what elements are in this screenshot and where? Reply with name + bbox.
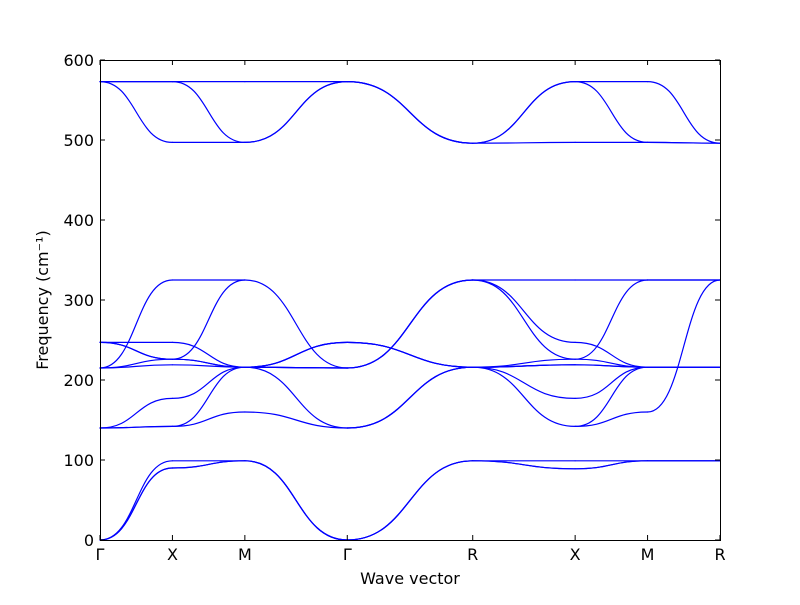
dispersion-band	[346, 366, 474, 429]
dispersion-band	[472, 141, 576, 144]
dispersion-band	[99, 397, 173, 429]
y-tick-label: 300	[63, 291, 94, 310]
plot-frame	[100, 60, 721, 541]
dispersion-band	[244, 366, 348, 429]
dispersion-band	[99, 279, 173, 369]
dispersion-band	[171, 358, 246, 368]
dispersion-band	[99, 467, 173, 541]
y-tick-label: 400	[63, 211, 94, 230]
dispersion-band	[171, 81, 246, 143]
dispersion-band	[244, 366, 348, 369]
x-tick-label: Γ	[96, 545, 105, 564]
dispersion-band	[574, 364, 649, 368]
dispersion-band	[472, 81, 576, 144]
dispersion-band	[472, 366, 576, 427]
y-tick-label: 100	[63, 451, 94, 470]
dispersion-band	[574, 460, 649, 470]
ticks-layer	[99, 59, 721, 541]
x-tick-label: X	[167, 545, 178, 564]
dispersion-band	[472, 460, 576, 470]
dispersion-band	[472, 366, 576, 399]
dispersion-band	[346, 81, 474, 144]
dispersion-band	[346, 341, 474, 368]
dispersion-band	[574, 366, 649, 399]
dispersion-band	[99, 81, 173, 143]
y-axis-label: Frequency (cm⁻¹)	[33, 230, 52, 369]
x-tick-label: R	[714, 545, 725, 564]
dispersion-band	[99, 341, 173, 360]
dispersion-band	[171, 411, 246, 427]
dispersion-band	[99, 425, 173, 429]
dispersion-band	[472, 364, 576, 368]
x-tick-label: M	[641, 545, 655, 564]
x-tick-label: X	[570, 545, 581, 564]
dispersion-band	[574, 341, 649, 368]
dispersion-band	[574, 279, 649, 360]
dispersion-band	[244, 341, 348, 368]
dispersion-band	[574, 366, 649, 427]
dispersion-band	[647, 141, 721, 144]
x-tick-label: Γ	[343, 545, 352, 564]
dispersion-band	[171, 460, 246, 469]
dispersion-band	[171, 366, 246, 399]
dispersion-band	[244, 460, 348, 541]
dispersion-band	[472, 279, 576, 343]
dispersion-band	[171, 279, 246, 360]
x-axis-label: Wave vector	[360, 569, 460, 588]
dispersion-band	[647, 81, 721, 144]
dispersion-band	[171, 366, 246, 427]
dispersion-band	[346, 460, 474, 541]
y-tick-label: 200	[63, 371, 94, 390]
dispersion-band	[346, 279, 474, 369]
y-tick-label: 0	[84, 531, 94, 550]
y-tick-label: 600	[63, 51, 94, 70]
y-tick-labels: 0 100 200 300 400 500 600	[63, 51, 94, 550]
dispersion-band	[99, 358, 173, 369]
dispersion-band	[244, 411, 348, 429]
bands-layer	[99, 80, 721, 541]
x-tick-label: M	[238, 545, 252, 564]
dispersion-band	[99, 460, 173, 541]
dispersion-band	[472, 279, 576, 360]
dispersion-band	[574, 411, 649, 427]
x-tick-label: R	[467, 545, 478, 564]
y-tick-label: 500	[63, 131, 94, 150]
dispersion-band	[244, 279, 348, 369]
dispersion-band	[574, 81, 649, 143]
dispersion-band	[244, 81, 348, 143]
dispersion-band	[647, 279, 721, 413]
